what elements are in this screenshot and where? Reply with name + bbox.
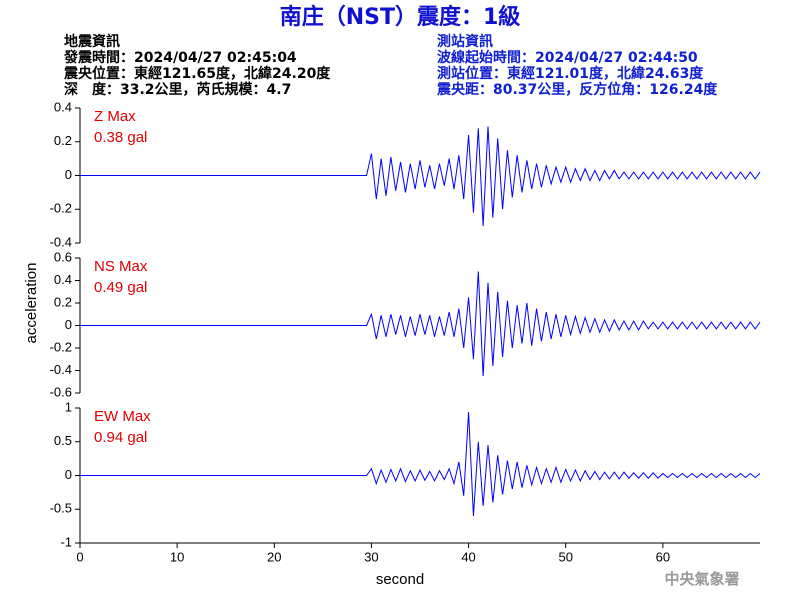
station-info: 測站位置：東經121.01度，北緯24.63度 xyxy=(437,65,704,82)
y-tick-label: 0.5 xyxy=(54,433,72,448)
event-info: 地震資訊 xyxy=(64,33,120,50)
y-tick-label: 1 xyxy=(65,399,72,414)
x-tick-label: 0 xyxy=(76,549,83,564)
y-tick-label: 0 xyxy=(65,467,72,482)
footer: 中央氣象署 xyxy=(664,570,739,588)
x-tick-label: 50 xyxy=(558,549,572,564)
y-tick-label: -0.4 xyxy=(50,362,72,377)
y-tick-label: 0.2 xyxy=(54,294,72,309)
station-info: 波線起始時間：2024/04/27 02:44:50 xyxy=(437,49,698,66)
x-tick-label: 60 xyxy=(656,549,670,564)
y-tick-label: 0 xyxy=(65,167,72,182)
panel-label: NS Max xyxy=(94,258,148,275)
y-axis-label: acceleration xyxy=(23,263,40,344)
y-tick-label: -0.2 xyxy=(50,339,72,354)
x-tick-label: 10 xyxy=(170,549,184,564)
station-info: 震央距：80.37公里，反方位角：126.24度 xyxy=(436,81,718,98)
y-tick-label: -0.5 xyxy=(50,501,72,516)
y-tick-label: -0.2 xyxy=(50,201,72,216)
x-axis-label: second xyxy=(376,571,424,588)
x-tick-label: 40 xyxy=(461,549,475,564)
x-tick-label: 30 xyxy=(364,549,378,564)
event-info: 震央位置：東經121.65度，北緯24.20度 xyxy=(63,65,331,82)
panel-label: EW Max xyxy=(94,408,151,425)
y-tick-label: 0.4 xyxy=(54,272,72,287)
waveform xyxy=(80,126,761,227)
y-tick-label: 0 xyxy=(65,317,72,332)
y-tick-label: -0.4 xyxy=(50,234,72,249)
page-title: 南庄（NST）震度：1級 xyxy=(280,4,521,30)
event-info: 深 度：33.2公里，芮氏規模：4.7 xyxy=(64,81,291,98)
y-tick-label: -0.6 xyxy=(50,384,72,399)
waveform xyxy=(80,271,761,377)
x-tick-label: 20 xyxy=(267,549,281,564)
panel-max: 0.49 gal xyxy=(94,279,147,296)
y-tick-label: 0.6 xyxy=(54,249,72,264)
waveform xyxy=(80,412,761,517)
panel-max: 0.38 gal xyxy=(94,129,147,146)
event-info: 發震時間：2024/04/27 02:45:04 xyxy=(63,49,297,66)
y-tick-label: -1 xyxy=(60,534,72,549)
station-info: 測站資訊 xyxy=(437,33,493,50)
panel-max: 0.94 gal xyxy=(94,429,147,446)
panel-label: Z Max xyxy=(94,108,136,125)
y-tick-label: 0.4 xyxy=(54,99,72,114)
y-tick-label: 0.2 xyxy=(54,133,72,148)
